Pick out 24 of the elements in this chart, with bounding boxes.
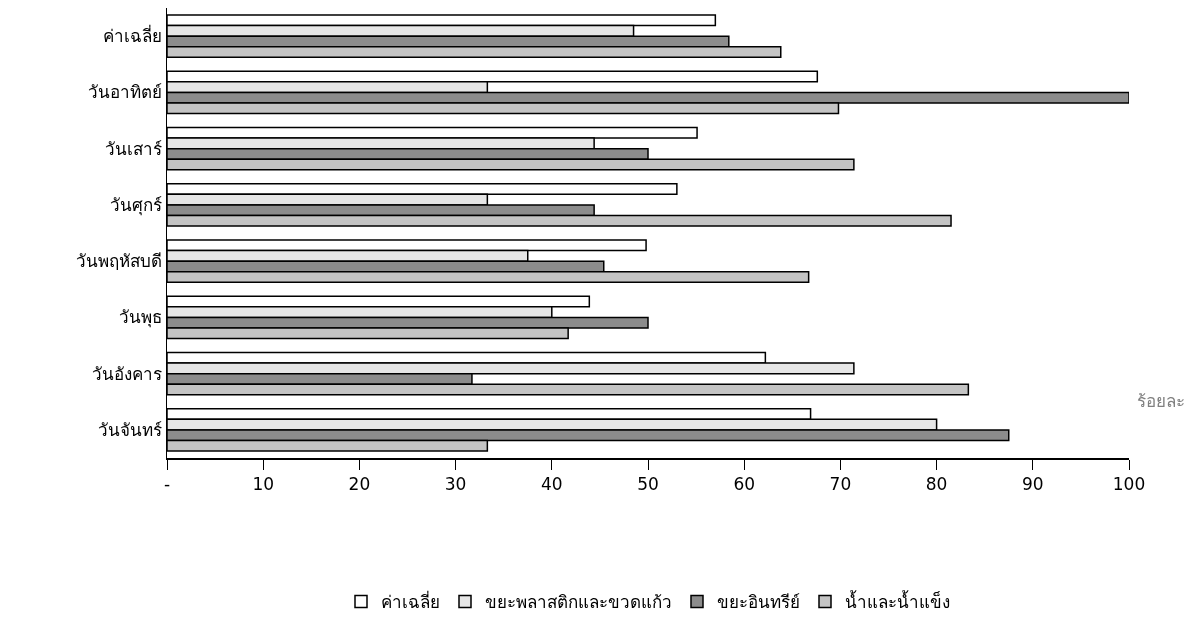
y-tick-label: ค่าเฉลี่ย [103,24,163,47]
x-tick-label: 70 [829,473,852,494]
y-tick-label: วันศุกร์ [110,194,163,216]
legend-label: ขยะพลาสติกและขวดแก้ว [485,592,672,613]
x-tick-label: 100 [1112,473,1146,494]
legend-label: ขยะอินทรีย์ [717,592,800,613]
x-tick-label: 50 [637,473,659,494]
y-tick-label: วันพฤหัสบดี [76,251,163,272]
x-tick-label: 60 [733,473,756,494]
x-tick-label: 20 [348,473,371,494]
x-axis-title: ร้อยละ [1137,391,1184,411]
y-tick-label: วันจันทร์ [98,419,163,440]
x-tick-label: 30 [444,473,467,494]
y-tick-label: วันเสาร์ [105,138,163,159]
x-tick-label: - [163,473,171,494]
y-tick-label: วันอาทิตย์ [88,82,163,103]
x-tick-label: 10 [252,473,275,494]
y-tick-label: วันพุธ [119,307,163,329]
x-tick-label: 40 [540,473,563,494]
y-tick-label: วันอังคาร [92,363,163,384]
x-tick-label: 90 [1021,473,1044,494]
legend-label: น้ำและน้ำแข็ง [845,590,950,613]
legend-label: ค่าเฉลี่ย [381,590,440,613]
x-tick-label: 80 [925,473,948,494]
